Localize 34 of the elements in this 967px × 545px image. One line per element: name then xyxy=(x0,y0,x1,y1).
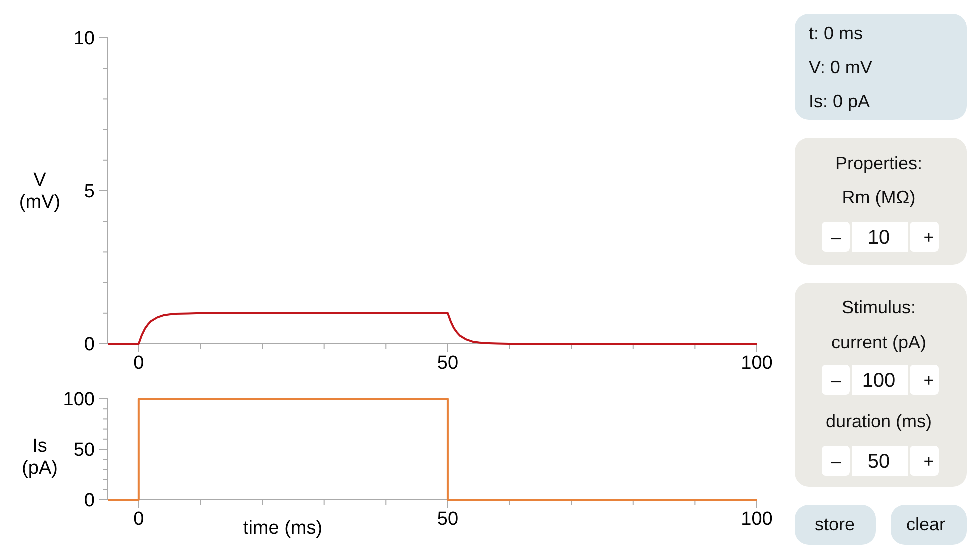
text: Properties: xyxy=(835,153,923,174)
text: – xyxy=(830,451,842,472)
x-axis-title: time (ms) xyxy=(243,518,323,539)
x-tick-label: 0 xyxy=(134,353,144,374)
text: 10 xyxy=(868,227,890,249)
text: 100 xyxy=(862,370,896,392)
text: V: 0 mV xyxy=(809,57,872,78)
x-tick-label: 50 xyxy=(437,353,459,374)
text: current (pA) xyxy=(831,332,927,352)
y-tick-label: 100 xyxy=(63,390,95,411)
x-tick-label: 50 xyxy=(437,509,459,530)
text: + xyxy=(924,227,934,248)
y-axis-title: Is (pA) xyxy=(22,436,58,479)
text: store xyxy=(814,514,856,534)
y-tick-label: 10 xyxy=(74,28,95,50)
text: + xyxy=(924,451,934,472)
text: – xyxy=(830,370,842,390)
text: Is: 0 pA xyxy=(809,91,870,112)
text: + xyxy=(924,370,934,390)
text: t: 0 ms xyxy=(809,23,864,44)
x-tick-label: 100 xyxy=(741,353,773,374)
text: Rm (MΩ) xyxy=(842,187,916,208)
text: duration (ms) xyxy=(826,411,932,432)
y-tick-label: 0 xyxy=(84,490,95,512)
y-axis-title: V (mV) xyxy=(19,170,61,213)
x-tick-label: 0 xyxy=(134,509,144,530)
y-tick-label: 5 xyxy=(84,182,95,203)
y-tick-label: 0 xyxy=(84,334,95,356)
text: – xyxy=(830,227,842,248)
text: Stimulus: xyxy=(842,297,916,318)
text: clear xyxy=(906,514,946,534)
x-tick-label: 100 xyxy=(741,509,773,530)
y-tick-label: 50 xyxy=(74,440,95,462)
text: 50 xyxy=(868,451,890,473)
